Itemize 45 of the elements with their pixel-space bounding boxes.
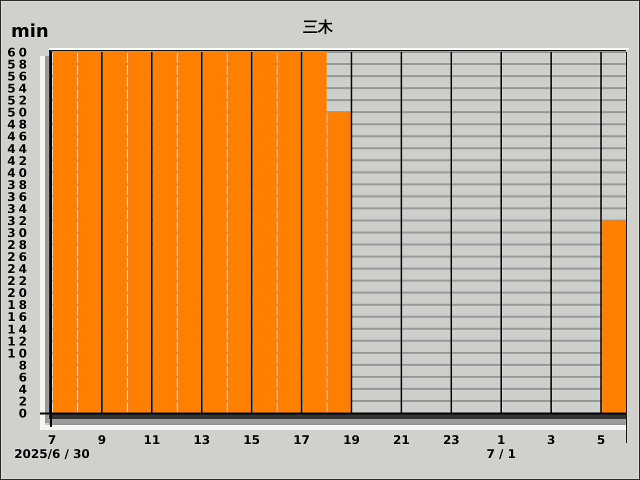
x-tick-label: 21 <box>393 433 410 447</box>
y-tick-label: 32 <box>7 214 30 228</box>
y-tick-label: 60 <box>7 46 30 60</box>
y-tick-label: 36 <box>7 190 30 204</box>
y-tick-label: 58 <box>7 58 30 72</box>
y-tick-label: 8 <box>18 358 30 372</box>
y-tick-label: 28 <box>7 238 30 252</box>
y-tick-label: 44 <box>7 142 30 156</box>
y-tick-label: 10 <box>7 346 30 360</box>
y-tick-label: 54 <box>7 82 30 96</box>
x-tick-label: 17 <box>293 433 310 447</box>
y-tick-label: 56 <box>7 70 30 84</box>
x-tick-label: 5 <box>596 433 606 447</box>
y-tick-label: 30 <box>7 226 30 240</box>
y-tick-label: 18 <box>7 298 30 312</box>
y-tick-label: 26 <box>7 250 30 264</box>
x-tick-label: 1 7 / 1 <box>486 433 516 461</box>
y-tick-label: 2 <box>18 394 30 408</box>
y-tick-label: 0 <box>18 406 30 420</box>
y-tick-label: 20 <box>7 286 30 300</box>
x-tick-label: 3 <box>546 433 556 447</box>
y-tick-label: 50 <box>7 106 30 120</box>
x-tick-label: 19 <box>343 433 360 447</box>
y-tick-label: 38 <box>7 178 30 192</box>
chart-title: 三木 <box>303 18 334 36</box>
y-tick-label: 6 <box>18 370 30 384</box>
y-tick-label: 42 <box>7 154 30 168</box>
y-tick-label: 52 <box>7 94 30 108</box>
y-tick-label: 16 <box>7 310 30 324</box>
x-tick-label: 13 <box>193 433 210 447</box>
x-tick-label: 23 <box>442 433 460 447</box>
x-tick-label: 9 <box>98 433 106 447</box>
x-tick-label: 7 2025/6 / 30 <box>14 433 90 461</box>
y-tick-label: 40 <box>7 166 30 180</box>
y-tick-label: 48 <box>7 118 30 132</box>
y-tick-label: 12 <box>7 334 30 348</box>
y-tick-label: 22 <box>7 274 30 288</box>
x-tick-label: 15 <box>243 433 260 447</box>
y-tick-label: 34 <box>7 202 30 216</box>
y-tick-label: 4 <box>18 382 30 396</box>
x-tick-label: 11 <box>143 433 160 447</box>
y-tick-label: 14 <box>7 322 30 336</box>
y-tick-label: 46 <box>7 130 30 144</box>
y-tick-label: 24 <box>7 262 30 276</box>
y-axis-title: min <box>11 21 49 42</box>
